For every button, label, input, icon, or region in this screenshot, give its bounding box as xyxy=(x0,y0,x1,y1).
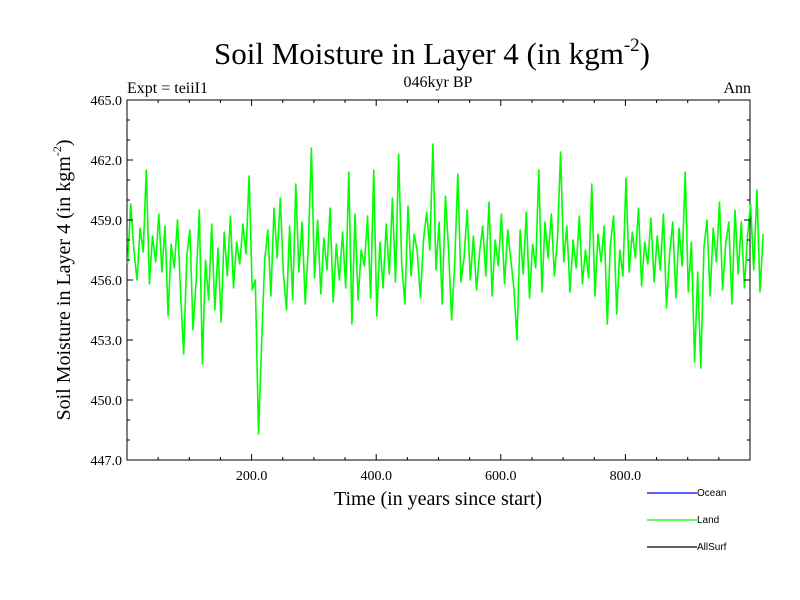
y-tick-label: 450.0 xyxy=(91,394,123,409)
series-line-land xyxy=(126,143,764,435)
subtitle-right: Ann xyxy=(723,80,751,97)
y-tick-label: 462.0 xyxy=(91,154,123,169)
x-tick-label: 400.0 xyxy=(360,469,392,484)
x-tick-label: 600.0 xyxy=(485,469,517,484)
x-axis-label: Time (in years since start) xyxy=(334,488,542,510)
y-axis-label-superscript: -2 xyxy=(50,146,64,156)
legend-label-allsurf: AllSurf xyxy=(697,542,727,553)
y-tick-label: 447.0 xyxy=(91,454,123,469)
y-tick-label: 456.0 xyxy=(91,274,123,289)
legend-label-ocean: Ocean xyxy=(697,488,726,499)
series-layer xyxy=(126,143,764,435)
y-axis-label: Soil Moisture in Layer 4 (in kgm-2) xyxy=(50,139,75,420)
x-tick-label: 800.0 xyxy=(610,469,642,484)
chart-title-close: ) xyxy=(640,36,650,71)
x-tick-label: 200.0 xyxy=(236,469,268,484)
legend: Ocean Land AllSurf xyxy=(647,488,727,553)
plot-frame xyxy=(126,99,751,461)
subtitle-center: 046kyr BP xyxy=(404,74,473,91)
legend-label-land: Land xyxy=(697,515,719,526)
y-axis-label-main: Soil Moisture in Layer 4 (in kgm xyxy=(53,156,75,421)
chart-title-main: Soil Moisture in Layer 4 (in kgm xyxy=(214,36,624,71)
chart-title: Soil Moisture in Layer 4 (in kgm-2) xyxy=(214,35,650,71)
chart-title-superscript: -2 xyxy=(624,35,640,56)
y-tick-label: 453.0 xyxy=(91,334,123,349)
y-tick-label: 465.0 xyxy=(91,94,123,109)
y-tick-label: 459.0 xyxy=(91,214,123,229)
subtitle-left: Expt = teiiI1 xyxy=(127,80,208,97)
ticks-layer: 447.0 450.0 453.0 456.0 459.0 462.0 465.0 200.0… xyxy=(91,94,750,484)
y-axis-label-close: ) xyxy=(53,139,75,146)
